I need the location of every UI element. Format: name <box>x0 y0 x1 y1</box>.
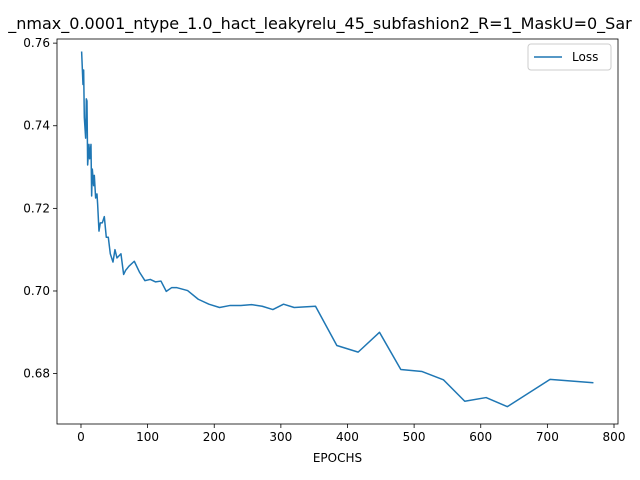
x-tick-label: 700 <box>536 430 559 444</box>
x-tick-label: 0 <box>77 430 85 444</box>
y-tick-label: 0.72 <box>23 201 50 215</box>
x-tick-label: 400 <box>336 430 359 444</box>
y-tick-label: 0.74 <box>23 119 50 133</box>
legend-box <box>527 43 612 71</box>
series-layer <box>80 51 594 408</box>
plot-spines <box>56 38 619 425</box>
x-axis-title: EPOCHS <box>313 451 362 465</box>
series-line-loss <box>80 51 594 408</box>
y-tick-label: 0.68 <box>23 367 50 381</box>
x-axis: 0 100 200 300 400 500 600 700 800 <box>77 424 625 444</box>
legend: Loss <box>527 43 612 71</box>
chart-title: _nmax_0.0001_ntype_1.0_hact_leakyrelu_45… <box>7 14 632 34</box>
y-tick-label: 0.70 <box>23 284 50 298</box>
y-axis: 0.68 0.70 0.72 0.74 0.76 <box>23 36 57 381</box>
x-tick-label: 300 <box>269 430 292 444</box>
x-tick-label: 600 <box>469 430 492 444</box>
legend-label-loss: Loss <box>572 50 598 64</box>
x-tick-label: 800 <box>603 430 626 444</box>
y-tick-label: 0.76 <box>23 36 50 50</box>
plot-frame <box>56 38 619 425</box>
x-tick-label: 200 <box>203 430 226 444</box>
x-tick-label: 100 <box>136 430 159 444</box>
plot-area <box>57 39 618 424</box>
x-tick-label: 500 <box>403 430 426 444</box>
